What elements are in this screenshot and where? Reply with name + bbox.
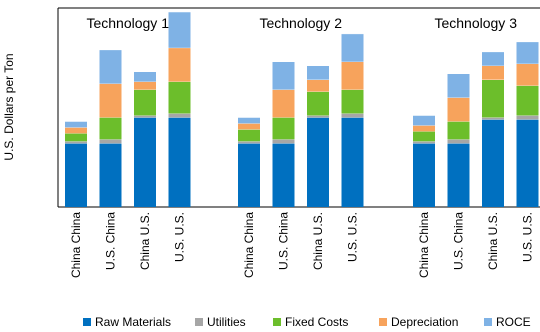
legend-swatch bbox=[83, 318, 91, 326]
bar-segment-utilities bbox=[341, 113, 364, 118]
bar-segment-depreciation bbox=[99, 83, 122, 118]
bar-segment-depreciation bbox=[168, 47, 191, 82]
legend-item-fixed-costs: Fixed Costs bbox=[273, 315, 348, 329]
bar-segment-raw-materials bbox=[272, 143, 295, 207]
bar-segment-depreciation bbox=[341, 61, 364, 90]
bar-segment-roce bbox=[65, 121, 87, 128]
bar-segment-roce bbox=[341, 33, 364, 62]
group-technology-2: Technology 2 China China U.S. China China U… bbox=[238, 15, 364, 278]
legend-swatch bbox=[195, 318, 203, 326]
legend-label: Depreciation bbox=[391, 315, 458, 329]
bar-segment-fixed-costs bbox=[65, 133, 87, 142]
legend-item-depreciation: Depreciation bbox=[379, 315, 458, 329]
bar-segment-raw-materials bbox=[413, 143, 435, 207]
x-tick-label: China U.S. bbox=[311, 212, 325, 270]
group-title: Technology 2 bbox=[259, 15, 342, 31]
bar-segment-roce bbox=[272, 61, 295, 90]
bar-segment-fixed-costs bbox=[307, 91, 329, 116]
bar-segment-raw-materials bbox=[134, 117, 156, 207]
x-tick-label: China U.S. bbox=[486, 212, 500, 270]
bar-segment-fixed-costs bbox=[516, 85, 539, 116]
bar-segment-raw-materials bbox=[238, 143, 260, 207]
legend-label: ROCE bbox=[496, 315, 531, 329]
plot-area: Technology 1 China China U.S. China China U… bbox=[57, 7, 540, 278]
bar-segment-utilities bbox=[168, 113, 191, 118]
x-tick-label: U.S. China bbox=[277, 212, 291, 270]
bar-segment-raw-materials bbox=[341, 117, 364, 207]
x-tick-label: U.S. China bbox=[452, 212, 466, 270]
bar-segment-fixed-costs bbox=[134, 89, 156, 116]
bar-segment-utilities bbox=[99, 139, 122, 144]
group-technology-3: Technology 3 China China U.S. China China U… bbox=[413, 15, 539, 278]
x-tick-label: China U.S. bbox=[138, 212, 152, 270]
group-technology-1: Technology 1 China China U.S. China China U… bbox=[65, 11, 191, 278]
legend-swatch bbox=[273, 318, 281, 326]
x-tick-label: U.S. U.S. bbox=[521, 212, 535, 262]
legend-swatch bbox=[379, 318, 387, 326]
x-tick-label: China China bbox=[69, 212, 83, 278]
bar-segment-utilities bbox=[272, 139, 295, 144]
bar-segment-roce bbox=[168, 11, 191, 48]
legend: Raw Materials Utilities Fixed Costs Depreci… bbox=[83, 315, 531, 329]
legend-label: Raw Materials bbox=[95, 315, 171, 329]
bar-segment-roce bbox=[99, 49, 122, 84]
bar-segment-utilities bbox=[65, 141, 87, 144]
bar-segment-roce bbox=[447, 73, 470, 98]
y-axis-label: U.S. Dollars per Ton bbox=[2, 53, 16, 160]
bar-segment-depreciation bbox=[272, 89, 295, 118]
bar-segment-roce bbox=[134, 71, 156, 82]
x-tick-label: U.S. U.S. bbox=[173, 212, 187, 262]
legend-item-raw-materials: Raw Materials bbox=[83, 315, 171, 329]
group-title: Technology 1 bbox=[86, 15, 169, 31]
bar-segment-utilities bbox=[134, 115, 156, 118]
bar-segment-depreciation bbox=[65, 127, 87, 134]
legend-item-roce: ROCE bbox=[484, 315, 531, 329]
bar-segment-roce bbox=[413, 115, 435, 126]
bar-segment-depreciation bbox=[447, 97, 470, 122]
legend-item-utilities: Utilities bbox=[195, 315, 246, 329]
legend-swatch bbox=[484, 318, 492, 326]
bar-segment-fixed-costs bbox=[482, 79, 504, 118]
x-tick-label: U.S. China bbox=[104, 212, 118, 270]
bar-segment-raw-materials bbox=[482, 119, 504, 207]
bar-segment-depreciation bbox=[134, 81, 156, 90]
bar-segment-roce bbox=[482, 51, 504, 66]
bar-segment-fixed-costs bbox=[99, 117, 122, 140]
x-tick-label: U.S. U.S. bbox=[346, 212, 360, 262]
bar-segment-raw-materials bbox=[168, 117, 191, 207]
bar-segment-utilities bbox=[516, 115, 539, 120]
bar-segment-utilities bbox=[413, 141, 435, 144]
bar-segment-fixed-costs bbox=[447, 121, 470, 140]
bar-segment-depreciation bbox=[482, 65, 504, 80]
bar-segment-utilities bbox=[238, 141, 260, 144]
bar-segment-depreciation bbox=[238, 123, 260, 130]
bar-segment-roce bbox=[238, 117, 260, 124]
group-title: Technology 3 bbox=[434, 15, 517, 31]
bar-segment-fixed-costs bbox=[168, 81, 191, 114]
bar-segment-depreciation bbox=[516, 63, 539, 86]
bar-segment-roce bbox=[516, 41, 539, 64]
bar-segment-depreciation bbox=[307, 79, 329, 92]
bar-segment-raw-materials bbox=[65, 143, 87, 207]
bar-segment-utilities bbox=[447, 139, 470, 144]
legend-label: Fixed Costs bbox=[285, 315, 348, 329]
bar-segment-fixed-costs bbox=[238, 129, 260, 142]
bar-segment-fixed-costs bbox=[413, 131, 435, 142]
bar-segment-fixed-costs bbox=[341, 89, 364, 114]
bar-segment-utilities bbox=[307, 115, 329, 118]
bar-segment-utilities bbox=[482, 117, 504, 120]
bar-segment-raw-materials bbox=[516, 119, 539, 207]
legend-label: Utilities bbox=[207, 315, 246, 329]
x-tick-label: China China bbox=[417, 212, 431, 278]
bar-segment-depreciation bbox=[413, 125, 435, 132]
bar-segment-roce bbox=[307, 65, 329, 80]
bar-segment-raw-materials bbox=[99, 143, 122, 207]
x-tick-label: China China bbox=[242, 212, 256, 278]
bar-segment-raw-materials bbox=[307, 117, 329, 207]
bar-segment-fixed-costs bbox=[272, 117, 295, 140]
bar-segment-raw-materials bbox=[447, 143, 470, 207]
